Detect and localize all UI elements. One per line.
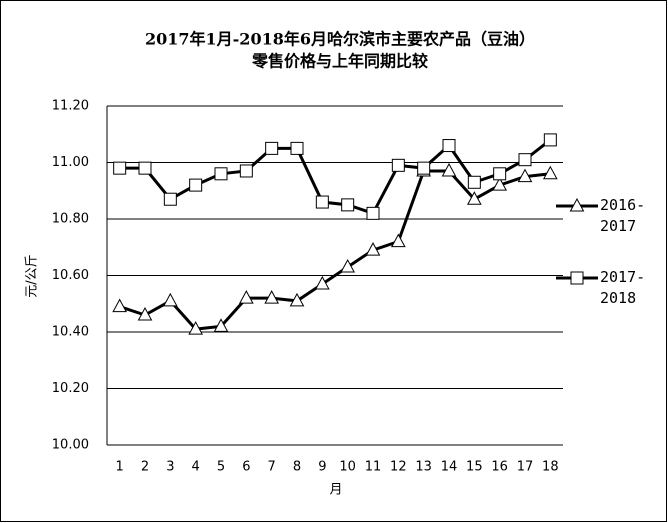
square-marker	[265, 141, 279, 155]
x-tick-label: 4	[192, 460, 200, 475]
square-marker	[518, 153, 532, 167]
triangle-marker	[492, 177, 508, 191]
y-axis-label: 元/公斤	[25, 254, 40, 297]
x-tick-label: 13	[415, 460, 432, 475]
y-tick-label: 10.80	[52, 212, 89, 227]
x-tick-label: 16	[491, 460, 508, 475]
square-marker	[366, 206, 380, 220]
triangle-marker	[569, 197, 585, 212]
x-tick-label: 8	[293, 460, 301, 475]
triangle-marker	[517, 168, 533, 183]
square-marker	[239, 164, 253, 178]
x-tick-label: 9	[318, 460, 326, 475]
chart-title: 2017年1月-2018年6月哈尔滨市主要农产品（豆油）	[145, 30, 535, 49]
x-tick-label: 3	[166, 460, 174, 475]
triangle-marker	[441, 162, 457, 177]
triangle-marker	[340, 258, 356, 273]
x-tick-label: 5	[217, 460, 225, 475]
x-tick-label: 6	[242, 460, 250, 475]
x-tick-label: 12	[390, 460, 407, 475]
square-marker	[290, 141, 304, 155]
triangle-marker	[390, 233, 406, 248]
square-marker	[189, 178, 203, 192]
y-tick-label: 10.20	[52, 381, 89, 396]
y-tick-label: 10.40	[52, 325, 89, 340]
x-tick-label: 11	[365, 460, 382, 475]
triangle-marker	[137, 307, 153, 321]
square-marker	[214, 167, 228, 181]
triangle-marker	[188, 321, 204, 335]
triangle-marker	[314, 275, 330, 290]
triangle-marker	[466, 191, 482, 205]
square-marker	[442, 139, 456, 153]
x-tick-label: 2	[141, 460, 149, 475]
square-marker	[315, 195, 329, 209]
x-tick-label: 18	[542, 460, 559, 475]
y-tick-label: 11.20	[52, 99, 89, 114]
x-tick-label: 15	[466, 460, 483, 475]
x-axis-label: 月	[329, 483, 342, 498]
y-tick-label: 11.00	[52, 155, 89, 170]
square-marker	[163, 192, 177, 206]
triangle-marker	[213, 318, 229, 332]
square-marker	[113, 161, 127, 175]
square-marker	[391, 158, 405, 172]
x-tick-label: 10	[339, 460, 356, 475]
series-line	[119, 169, 551, 331]
triangle-marker	[112, 298, 128, 313]
legend-label: 2016-2017	[600, 196, 646, 235]
y-tick-label: 10.60	[52, 268, 89, 283]
y-tick-label: 10.00	[52, 438, 89, 453]
triangle-marker	[162, 292, 178, 307]
square-marker	[467, 175, 481, 189]
triangle-marker	[238, 290, 254, 304]
square-marker	[417, 161, 431, 175]
triangle-marker	[542, 165, 558, 180]
triangle-marker	[264, 290, 280, 304]
triangle-marker	[365, 242, 381, 256]
square-marker	[138, 161, 152, 175]
square-marker	[493, 167, 507, 181]
square-marker	[543, 133, 557, 147]
triangle-marker	[289, 292, 305, 307]
legend-label: 2017-2018	[600, 268, 646, 307]
x-tick-label: 17	[517, 460, 534, 475]
x-tick-label: 1	[116, 460, 124, 475]
series-line	[119, 138, 552, 216]
x-tick-label: 7	[268, 460, 276, 475]
square-marker	[570, 271, 584, 285]
square-marker	[341, 198, 355, 212]
chart-title: 零售价格与上年同期比较	[251, 52, 428, 71]
x-tick-label: 14	[441, 460, 458, 475]
